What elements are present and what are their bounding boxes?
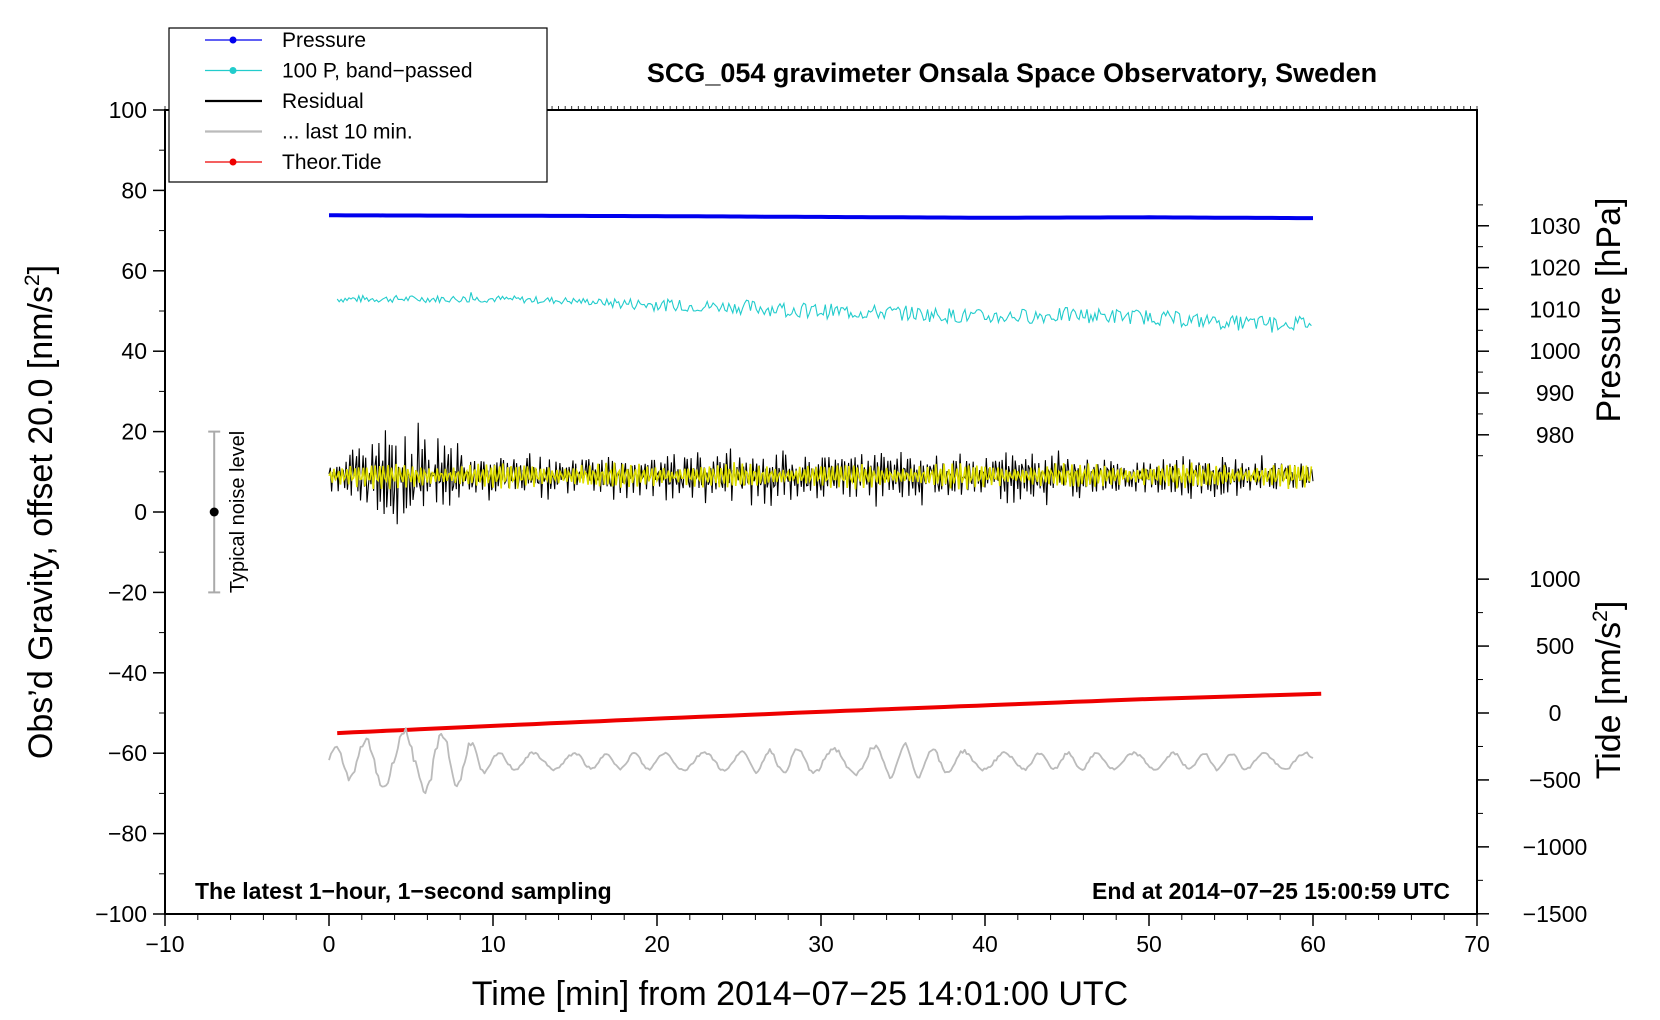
tide-tick-label: −1500 xyxy=(1523,901,1588,927)
legend-marker xyxy=(229,158,237,166)
legend-box xyxy=(168,27,548,183)
x-tick-label: −10 xyxy=(145,931,184,957)
pressure-axis-title: Pressure [hPa] xyxy=(1590,198,1628,423)
series-last-10-min xyxy=(328,727,1314,795)
y-axis-title-tail: ] xyxy=(22,265,60,274)
tide-tick-label: 1000 xyxy=(1529,566,1580,592)
pressure-tick-label: 1010 xyxy=(1529,296,1580,322)
x-axis-title: Time [min] from 2014−07−25 14:01:00 UTC xyxy=(472,975,1128,1013)
y-axis-title-main: Obs’d Gravity, offset 20.0 [nm/s xyxy=(22,286,60,759)
noise-bar: Typical noise level xyxy=(208,430,249,594)
tide-tick-label: −1000 xyxy=(1523,834,1588,860)
y-tick-label: −100 xyxy=(95,901,147,927)
y-axis-title-sup: 2 xyxy=(21,274,44,286)
y-tick-label: −40 xyxy=(108,660,147,686)
series-pressure-bandpassed xyxy=(336,292,1312,333)
tide-tick-label: 500 xyxy=(1536,633,1574,659)
legend-label: Residual xyxy=(282,90,364,113)
y-tick-label: 0 xyxy=(134,499,147,525)
pressure-tick-label: 1000 xyxy=(1529,338,1580,364)
tide-axis-title-sup: 2 xyxy=(1589,610,1612,622)
y-tick-label: −60 xyxy=(108,740,147,766)
y-tick-label: 100 xyxy=(109,97,147,123)
noise-bar-label: Typical noise level xyxy=(227,431,249,593)
noise-bar-dot xyxy=(209,507,219,517)
tide-tick-label: −500 xyxy=(1529,767,1581,793)
tide-tick-label: 0 xyxy=(1549,700,1562,726)
x-tick-label: 30 xyxy=(808,931,834,957)
note-left: The latest 1−hour, 1−second sampling xyxy=(195,878,612,904)
y-tick-label: 60 xyxy=(121,258,147,284)
chart-title: SCG_054 gravimeter Onsala Space Observat… xyxy=(647,58,1377,88)
x-tick-label: 10 xyxy=(480,931,506,957)
y-tick-label: −80 xyxy=(108,821,147,847)
y-tick-label: −20 xyxy=(108,579,147,605)
legend-marker xyxy=(229,36,237,44)
x-tick-label: 50 xyxy=(1136,931,1162,957)
note-right: End at 2014−07−25 15:00:59 UTC xyxy=(1092,878,1450,904)
pressure-tick-label: 1030 xyxy=(1529,213,1580,239)
x-tick-label: 60 xyxy=(1300,931,1326,957)
tide-axis-title-tail: ] xyxy=(1590,601,1628,610)
x-tick-label: 70 xyxy=(1464,931,1490,957)
tide-axis-title: Tide [nm/s2] xyxy=(1589,601,1628,780)
legend-label: ... last 10 min. xyxy=(282,121,413,144)
x-tick-label: 0 xyxy=(323,931,336,957)
legend-entries: Pressure 100 P, band−passed Residual ... la… xyxy=(205,29,473,174)
y-axis-title: Obs’d Gravity, offset 20.0 [nm/s2] xyxy=(21,265,60,759)
x-tick-label: 20 xyxy=(644,931,670,957)
legend-label: 100 P, band−passed xyxy=(282,60,473,83)
series-theor-tide xyxy=(337,691,1322,736)
series-layer xyxy=(328,213,1322,795)
y-tick-label: 20 xyxy=(121,419,147,445)
legend-marker xyxy=(229,67,237,74)
pressure-tick-label: 1020 xyxy=(1529,255,1580,281)
y-tick-label: 40 xyxy=(121,338,147,364)
pressure-tick-label: 990 xyxy=(1536,380,1574,406)
series-pressure xyxy=(329,213,1313,221)
tide-axis-title-main: Tide [nm/s xyxy=(1590,622,1628,779)
x-tick-label: 40 xyxy=(972,931,998,957)
series-residual-smoothed xyxy=(328,462,1313,490)
pressure-tick-label: 980 xyxy=(1536,422,1574,448)
legend: Pressure 100 P, band−passed Residual ... la… xyxy=(168,27,548,183)
y-tick-label: 80 xyxy=(121,177,147,203)
legend-label: Pressure xyxy=(282,29,366,52)
tick-layer: −10 0 10 20 30 40 50 60 70100806040200−20−40−60−… xyxy=(95,97,1587,957)
legend-label: Theor.Tide xyxy=(282,151,382,174)
